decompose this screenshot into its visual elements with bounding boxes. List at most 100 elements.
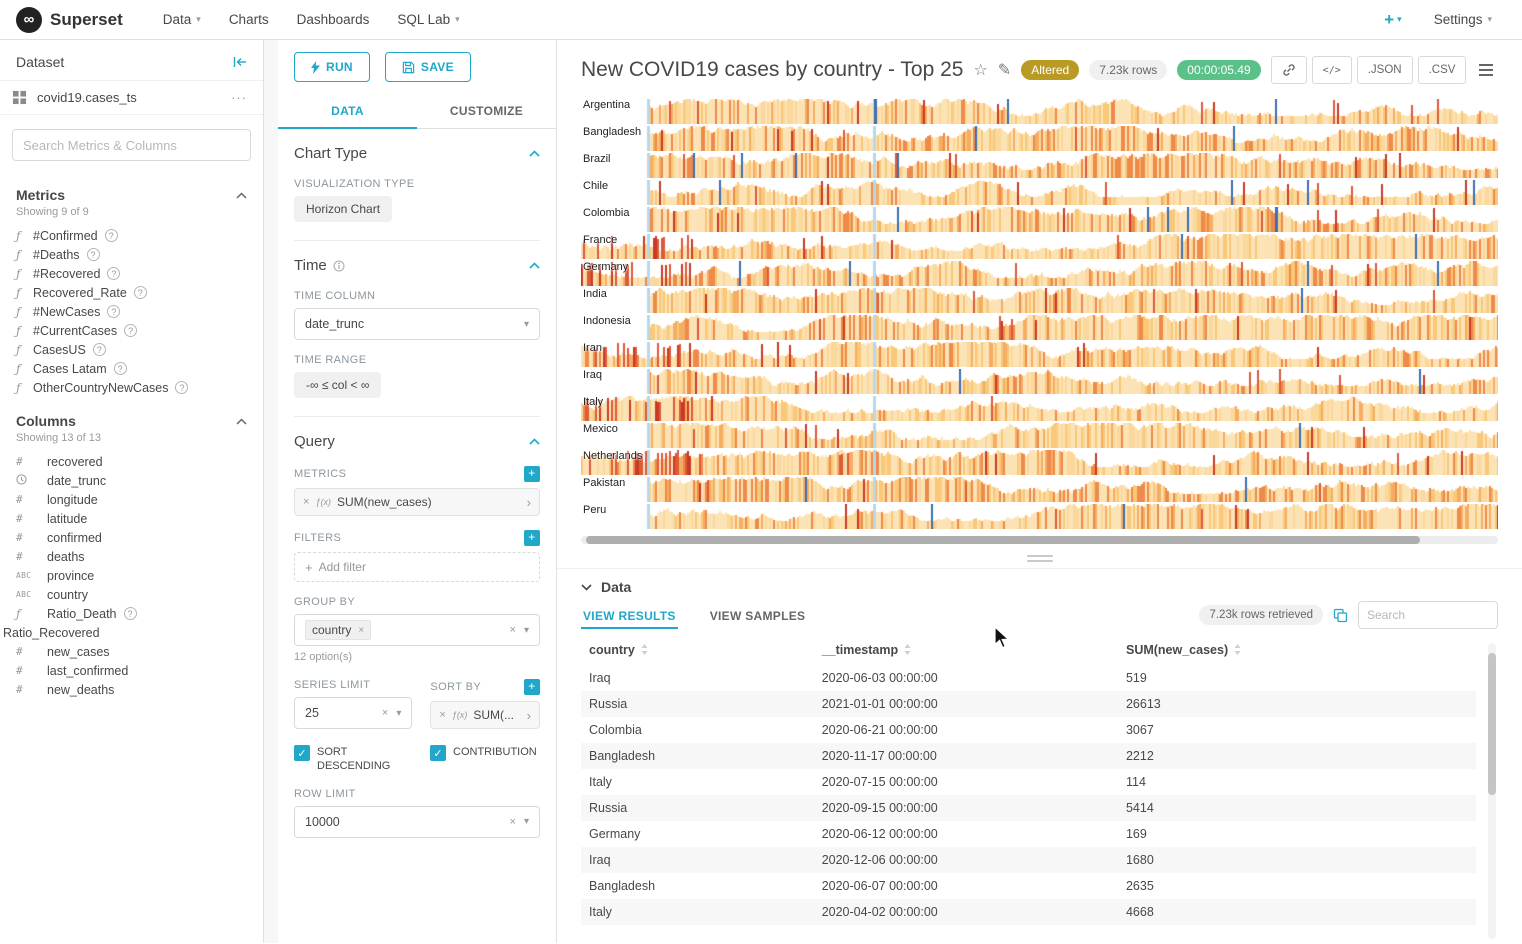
metric-item[interactable]: ƒ Cases Latam ? xyxy=(0,359,263,378)
horizon-row[interactable]: Bangladesh xyxy=(581,125,1498,152)
column-item[interactable]: # longitude xyxy=(0,490,263,509)
favorite-star-icon[interactable]: ☆ xyxy=(973,62,988,79)
column-item[interactable]: # new_deaths xyxy=(0,680,263,699)
horizon-row[interactable]: Netherlands xyxy=(581,449,1498,476)
metric-item[interactable]: ƒ Recovered_Rate ? xyxy=(0,283,263,302)
column-header-timestamp[interactable]: __timestamp xyxy=(814,635,1118,665)
collapse-section-icon[interactable] xyxy=(529,150,540,157)
horizon-row[interactable]: Colombia xyxy=(581,206,1498,233)
settings-menu[interactable]: Settings ▾ xyxy=(1433,12,1492,27)
export-json-button[interactable]: .JSON xyxy=(1356,56,1413,84)
nav-item-sql-lab[interactable]: SQL Lab ▾ xyxy=(397,12,460,27)
horizon-row[interactable]: Iran xyxy=(581,341,1498,368)
copy-data-icon[interactable] xyxy=(1333,608,1348,623)
column-item[interactable]: ABC province xyxy=(0,566,263,585)
dataset-selector[interactable]: covid19.cases_ts ··· xyxy=(0,80,263,115)
horizon-row[interactable]: France xyxy=(581,233,1498,260)
sort-descending-checkbox[interactable]: ✓ SORT DESCENDING xyxy=(294,745,414,774)
series-limit-select[interactable]: 25 × ▾ xyxy=(294,697,413,729)
column-item[interactable]: # last_confirmed xyxy=(0,661,263,680)
horizon-row[interactable]: India xyxy=(581,287,1498,314)
tab-view-samples[interactable]: VIEW SAMPLES xyxy=(709,609,806,623)
remove-tag-icon[interactable]: × xyxy=(358,624,365,636)
column-item[interactable]: date_trunc xyxy=(0,471,263,490)
collapse-metrics-icon[interactable] xyxy=(236,191,247,199)
horizon-row[interactable]: Italy xyxy=(581,395,1498,422)
tab-customize[interactable]: CUSTOMIZE xyxy=(449,104,524,118)
nav-item-dashboards[interactable]: Dashboards xyxy=(296,12,370,27)
collapse-section-icon[interactable] xyxy=(529,438,540,445)
column-item[interactable]: Ratio_Recovered xyxy=(0,623,263,642)
column-item[interactable]: # confirmed xyxy=(0,528,263,547)
horizon-row[interactable]: Brazil xyxy=(581,152,1498,179)
metric-item[interactable]: ƒ #CurrentCases ? xyxy=(0,321,263,340)
altered-badge[interactable]: Altered xyxy=(1021,60,1080,80)
column-item[interactable]: # recovered xyxy=(0,452,263,471)
collapse-data-icon[interactable] xyxy=(581,583,592,591)
collapse-panel-icon[interactable] xyxy=(233,56,247,68)
column-header-country[interactable]: country xyxy=(581,635,814,665)
nav-item-charts[interactable]: Charts xyxy=(228,12,269,27)
group-by-select[interactable]: country × × ▾ xyxy=(294,614,540,646)
row-limit-select[interactable]: 10000 × ▾ xyxy=(294,805,540,838)
scrollbar-thumb[interactable] xyxy=(586,536,1421,544)
metric-item[interactable]: ƒ CasesUS ? xyxy=(0,340,263,359)
time-column-select[interactable]: date_trunc ▾ xyxy=(294,308,540,340)
column-item[interactable]: # new_cases xyxy=(0,642,263,661)
sort-by-option[interactable]: × ƒ(x) SUM(... › xyxy=(430,701,540,729)
scrollbar-thumb[interactable] xyxy=(1488,653,1496,795)
new-button[interactable]: + ▾ xyxy=(1384,9,1402,29)
collapse-section-icon[interactable] xyxy=(529,262,540,269)
clear-icon[interactable]: × xyxy=(381,707,389,719)
group-by-tag[interactable]: country × xyxy=(305,620,372,640)
metrics-columns-search-input[interactable] xyxy=(12,129,251,161)
horizon-row[interactable]: Pakistan xyxy=(581,476,1498,503)
column-item[interactable]: ƒ Ratio_Death ? xyxy=(0,604,263,623)
tab-data[interactable]: DATA xyxy=(278,94,417,129)
metric-item[interactable]: ƒ #Deaths ? xyxy=(0,245,263,264)
column-item[interactable]: # latitude xyxy=(0,509,263,528)
contribution-checkbox[interactable]: ✓ CONTRIBUTION xyxy=(430,745,537,774)
metric-item[interactable]: ƒ OtherCountryNewCases ? xyxy=(0,378,263,397)
expand-sort-icon[interactable]: › xyxy=(526,707,531,723)
horizon-row[interactable]: Mexico xyxy=(581,422,1498,449)
horizon-row[interactable]: Argentina xyxy=(581,98,1498,125)
horizon-row[interactable]: Indonesia xyxy=(581,314,1498,341)
horizon-row[interactable]: Germany xyxy=(581,260,1498,287)
column-item[interactable]: # deaths xyxy=(0,547,263,566)
viz-type-value[interactable]: Horizon Chart xyxy=(294,196,393,222)
horizon-row[interactable]: Chile xyxy=(581,179,1498,206)
add-filter-button[interactable]: + xyxy=(524,530,540,546)
metric-item[interactable]: ƒ #NewCases ? xyxy=(0,302,263,321)
clear-icon[interactable]: × xyxy=(509,815,516,828)
chart-menu-button[interactable] xyxy=(1471,58,1499,82)
metric-item[interactable]: ƒ #Recovered ? xyxy=(0,264,263,283)
column-header-sum[interactable]: SUM(new_cases) xyxy=(1118,635,1476,665)
column-item[interactable]: ABC country xyxy=(0,585,263,604)
time-range-value[interactable]: -∞ ≤ col < ∞ xyxy=(294,372,382,398)
export-csv-button[interactable]: .CSV xyxy=(1417,56,1467,84)
metric-item[interactable]: ƒ #Confirmed ? xyxy=(0,226,263,245)
expand-metric-icon[interactable]: › xyxy=(526,494,531,510)
add-sort-button[interactable]: + xyxy=(524,679,540,695)
panel-resize-handle[interactable] xyxy=(557,548,1522,568)
horizon-row[interactable]: Peru xyxy=(581,503,1498,530)
horizon-row[interactable]: Iraq xyxy=(581,368,1498,395)
clear-icon[interactable]: × xyxy=(509,624,516,636)
embed-code-button[interactable]: </> xyxy=(1311,56,1352,84)
edit-title-icon[interactable]: ✎ xyxy=(997,62,1012,79)
add-filter-field[interactable]: + Add filter xyxy=(294,552,540,582)
copy-link-button[interactable] xyxy=(1270,56,1307,84)
results-search-input[interactable] xyxy=(1358,601,1498,629)
run-button[interactable]: RUN xyxy=(294,52,370,82)
tab-view-results[interactable]: VIEW RESULTS xyxy=(581,597,678,633)
metric-option[interactable]: × ƒ(x) SUM(new_cases) › xyxy=(294,488,540,516)
remove-sort-icon[interactable]: × xyxy=(439,709,446,721)
dataset-more-options-button[interactable]: ··· xyxy=(231,90,247,105)
add-metric-button[interactable]: + xyxy=(524,466,540,482)
remove-metric-icon[interactable]: × xyxy=(303,496,310,508)
nav-item-data[interactable]: Data ▾ xyxy=(162,12,201,27)
save-button[interactable]: SAVE xyxy=(384,52,471,82)
superset-logo[interactable]: ∞ Superset xyxy=(16,6,123,33)
collapse-columns-icon[interactable] xyxy=(236,417,247,425)
